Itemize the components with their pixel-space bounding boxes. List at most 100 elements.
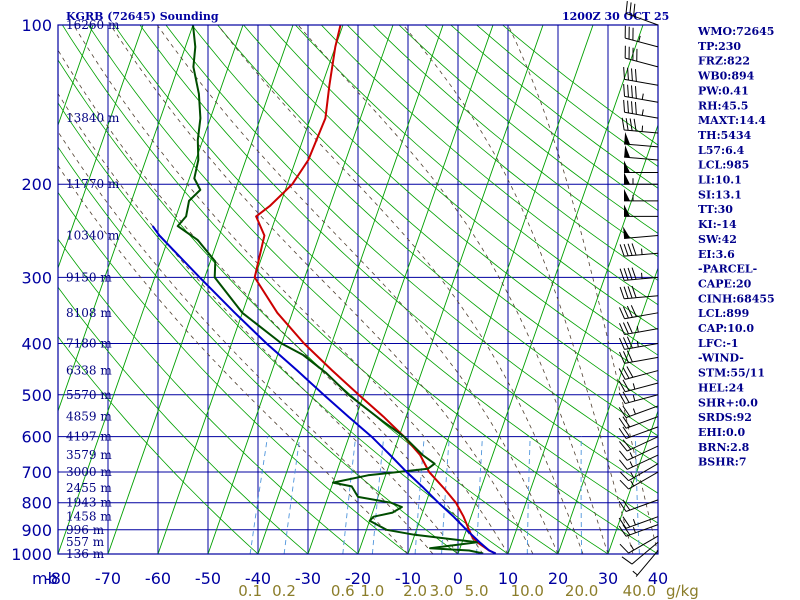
- wind-barb: [624, 25, 659, 48]
- wind-barb-feather: [626, 336, 633, 349]
- isotherm-line: [357, 25, 544, 554]
- wind-barb-pennant: [624, 131, 631, 145]
- wind-barb-half-feather: [629, 461, 634, 468]
- pressure-label: 400: [21, 334, 52, 353]
- mixing-ratio-unit: g/kg: [666, 582, 699, 600]
- mixing-ratio-label: 0.2: [272, 582, 296, 600]
- height-label: 136 m: [66, 547, 105, 561]
- wind-barb: [621, 117, 659, 134]
- wind-barb-feather: [623, 243, 629, 256]
- wind-barb-half-feather: [641, 93, 644, 100]
- pressure-unit-label: mb: [32, 569, 58, 588]
- wind-barbs: [618, 1, 659, 577]
- wind-barb: [619, 445, 659, 461]
- wind-barb-feather: [623, 268, 629, 281]
- wind-barb-feather: [622, 416, 631, 428]
- moist-adiabat-line: [156, 25, 559, 554]
- wind-barb: [624, 188, 658, 202]
- wind-barb-feather: [619, 543, 629, 554]
- sounding-index: EHI:0.0: [698, 426, 745, 439]
- wind-barb: [624, 160, 658, 173]
- pressure-label: 500: [21, 386, 52, 405]
- dewpoint-profile-line: [176, 25, 484, 554]
- wind-barb-staff: [624, 295, 659, 300]
- pressure-label: 1000: [11, 545, 52, 564]
- moist-adiabat-line: [58, 164, 409, 554]
- wind-barb: [632, 550, 659, 577]
- wind-barb-feather: [621, 117, 625, 131]
- wind-barb-pennant: [623, 226, 631, 239]
- wind-barb-half-feather: [636, 326, 639, 333]
- wind-barb-feather: [619, 471, 629, 482]
- wind-barb-feather: [619, 351, 625, 364]
- mixing-ratio-label: 0.6: [331, 582, 355, 600]
- pressure-label: 800: [21, 494, 52, 513]
- wind-barb-feather: [618, 517, 627, 529]
- mixing-ratio-label: 20.0: [565, 582, 598, 600]
- wind-barb-feather: [626, 321, 633, 334]
- dry-adiabat-line: [113, 25, 658, 524]
- wind-barb-feather: [631, 267, 637, 280]
- wind-barb-half-feather: [632, 519, 636, 526]
- height-label: 16260 m: [66, 18, 120, 32]
- wind-barb-feather: [623, 99, 626, 113]
- moist-adiabat-line: [297, 25, 609, 554]
- wind-barb-pennant: [624, 145, 631, 158]
- sounding-index: WB0:894: [697, 70, 755, 83]
- isotherm-line: [58, 25, 94, 127]
- wind-barb: [624, 204, 658, 217]
- temperature-label: -60: [145, 569, 171, 588]
- height-labels: 16260 m 13840 m 11770 m 10340 m 9150 m 8108 m…: [66, 18, 120, 561]
- wind-barb-feather: [619, 459, 628, 470]
- sounding-index: CAP:10.0: [698, 322, 754, 335]
- dry-adiabat-line: [62, 25, 609, 554]
- sounding-index: SHR+:0.0: [698, 396, 758, 409]
- temperature-label: -30: [295, 569, 321, 588]
- sounding-index: TH:5434: [698, 129, 752, 142]
- height-label: 10340 m: [66, 229, 120, 243]
- mixing-ratio-labels: 0.1 0.2 0.6 1.0 2.0 3.0 5.0 10.0 20.0 40.0 g/kg: [238, 582, 699, 600]
- isotherm-line: [557, 266, 658, 554]
- sounding-index: BRN:2.8: [698, 441, 750, 454]
- dry-adiabat-line: [165, 25, 658, 465]
- wind-barb-staff: [625, 426, 659, 439]
- wind-barb-feather: [618, 392, 626, 404]
- wind-barb: [624, 45, 659, 68]
- mixing-ratio-label: 3.0: [430, 582, 454, 600]
- sounding-index: MAXT:14.4: [698, 114, 766, 127]
- wind-barb: [619, 305, 659, 320]
- sounding-index: -PARCEL-: [698, 263, 757, 276]
- wind-barb-feather: [618, 380, 626, 393]
- moist-adiabat-line: [402, 25, 634, 554]
- sounding-index: SW:42: [698, 233, 737, 246]
- dry-adiabat-line: [424, 25, 658, 212]
- sounding-index: LCL:985: [698, 159, 749, 172]
- wind-barb-staff: [625, 499, 659, 512]
- temperature-profile-line: [253, 25, 497, 554]
- wind-barb: [624, 145, 659, 161]
- wind-barb: [619, 463, 659, 482]
- wind-barb-staff: [625, 37, 659, 48]
- parcel-path-line: [151, 225, 497, 554]
- wind-barb-feather: [618, 525, 627, 537]
- wind-barb: [619, 350, 659, 364]
- dry-adiabats: [58, 25, 800, 554]
- wind-barb-feather: [622, 426, 631, 438]
- wind-barb-feather: [622, 367, 630, 379]
- wind-barb-feather: [623, 286, 629, 299]
- isotherm-line: [758, 25, 800, 554]
- wind-barb-half-feather: [632, 383, 636, 390]
- wind-barb-staff: [625, 516, 659, 529]
- mixing-ratio-label: 40.0: [623, 582, 656, 600]
- wind-barb-feather: [631, 68, 633, 81]
- isotherm-line: [507, 123, 658, 554]
- wind-barb-half-feather: [632, 527, 636, 534]
- wind-barb: [625, 1, 659, 26]
- wind-barb-feather: [629, 118, 633, 131]
- wind-barb-staff: [624, 356, 659, 364]
- wind-barb-half-feather: [632, 408, 636, 415]
- chart-title-station: KGRB (72645) Sounding: [66, 10, 219, 23]
- sounding-index: LFC:-1: [698, 337, 739, 350]
- wind-barb: [619, 285, 659, 300]
